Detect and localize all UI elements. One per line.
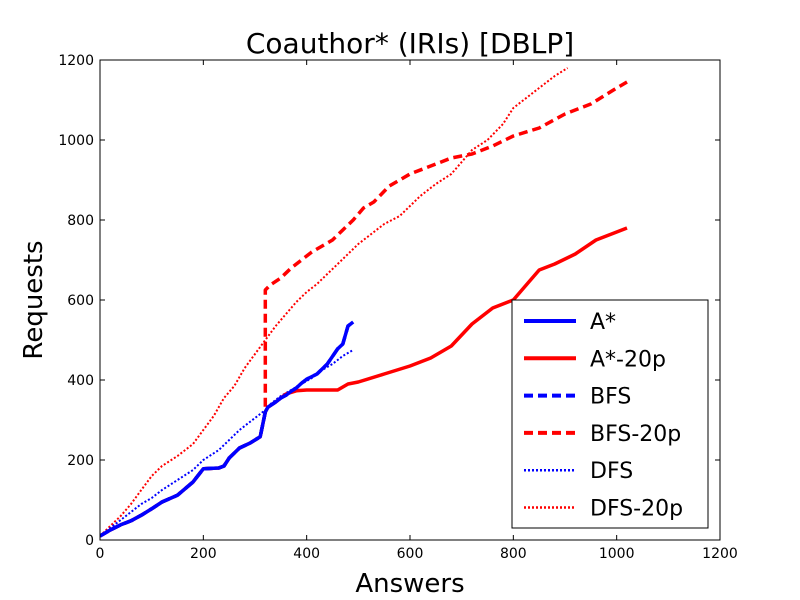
x-tick-label: 200 <box>190 546 217 562</box>
series-line-dfs-20p <box>100 67 569 537</box>
series-line-dfs <box>100 349 354 537</box>
legend-label: A* <box>590 310 616 335</box>
y-tick-label: 800 <box>67 213 94 229</box>
x-tick-label: 1000 <box>599 546 635 562</box>
x-tick-label: 0 <box>96 546 105 562</box>
chart-title: Coauthor* (IRIs) [DBLP] <box>246 27 574 60</box>
y-tick-label: 1000 <box>58 133 94 149</box>
y-tick-label: 1200 <box>58 53 94 69</box>
legend-label: DFS-20p <box>590 497 683 522</box>
x-tick-label: 400 <box>293 546 320 562</box>
legend-label: DFS <box>590 459 633 484</box>
legend-frame <box>511 299 709 529</box>
x-tick-label: 800 <box>500 546 527 562</box>
ticks-layer: 0 200 400 600 800 1000 1200 0 200 400 600 800 1000 12… <box>58 53 737 562</box>
y-tick-label: 0 <box>85 533 94 549</box>
y-axis-label: Requests <box>19 240 49 359</box>
series-line-a <box>100 320 355 538</box>
series-layer <box>100 67 628 538</box>
x-tick-label: 1200 <box>702 546 738 562</box>
legend-label: BFS-20p <box>590 422 681 447</box>
legend: A* A*-20p BFS BFS-20p DFS DFS-20p <box>511 299 709 529</box>
y-tick-label: 600 <box>67 293 94 309</box>
series-line-bfs <box>100 320 355 538</box>
y-tick-label: 400 <box>67 373 94 389</box>
legend-label: A*-20p <box>590 347 666 372</box>
y-tick-label: 200 <box>67 453 94 469</box>
x-axis-label: Answers <box>355 569 464 599</box>
legend-label: BFS <box>590 385 631 410</box>
x-tick-label: 600 <box>397 546 424 562</box>
